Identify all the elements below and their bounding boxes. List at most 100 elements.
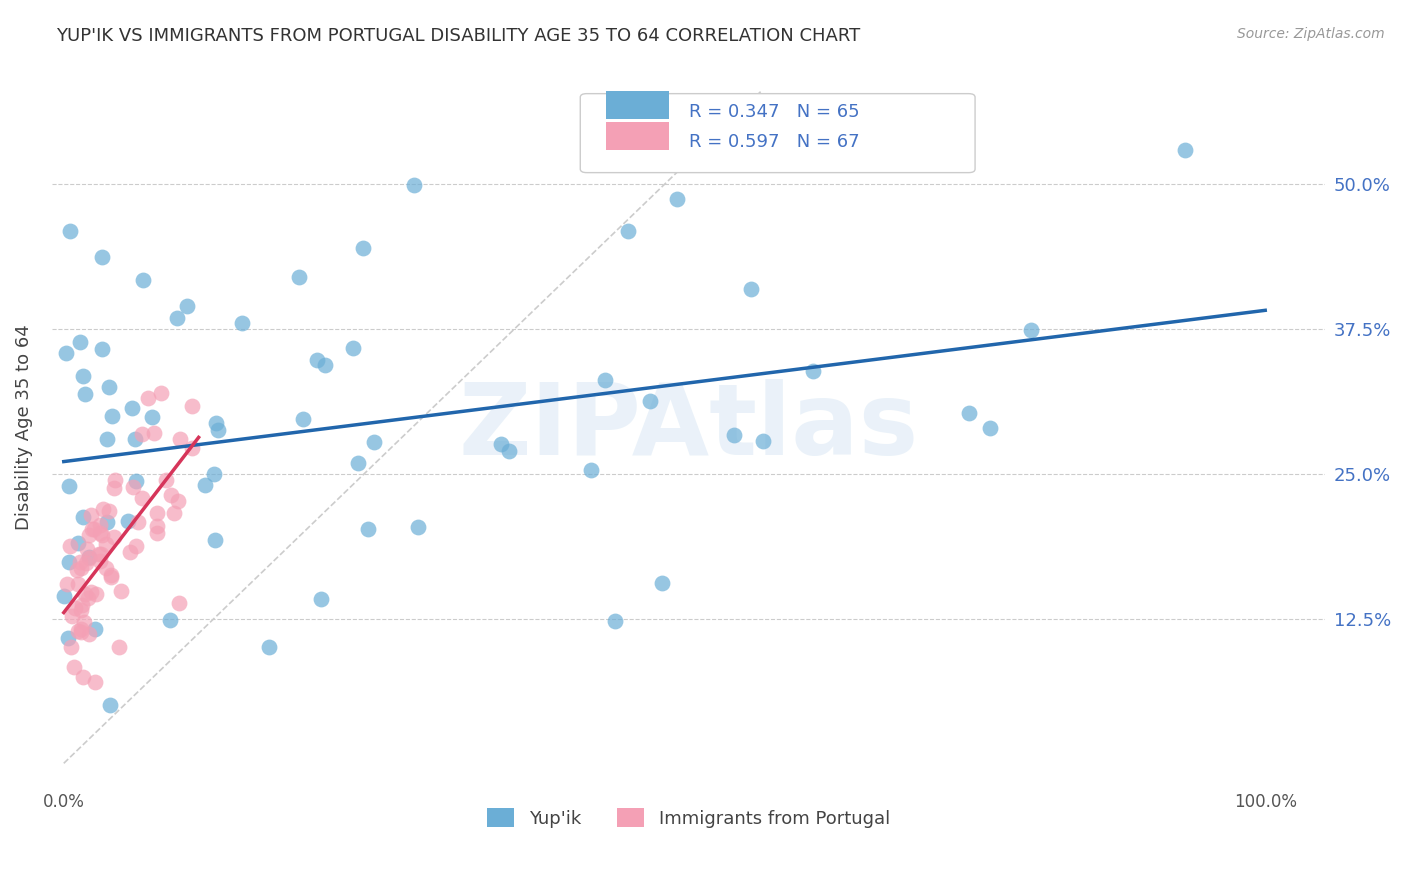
Immigrants from Portugal	[77, 550, 100, 565]
Yup'ik	[979, 421, 1001, 435]
Immigrants from Portugal	[167, 494, 190, 508]
Yup'ik	[194, 477, 217, 491]
Immigrants from Portugal	[108, 640, 131, 654]
Yup'ik	[72, 509, 94, 524]
Yup'ik	[59, 224, 82, 238]
Immigrants from Portugal	[146, 507, 169, 521]
Immigrants from Portugal	[142, 426, 165, 441]
Yup'ik	[69, 334, 91, 349]
Yup'ik	[801, 364, 824, 378]
Yup'ik	[121, 401, 143, 416]
Immigrants from Portugal	[150, 385, 173, 400]
Immigrants from Portugal	[83, 675, 105, 690]
Immigrants from Portugal	[146, 525, 169, 540]
Yup'ik	[84, 622, 107, 636]
Immigrants from Portugal	[83, 522, 105, 536]
Yup'ik	[498, 444, 520, 458]
Yup'ik	[117, 514, 139, 528]
Immigrants from Portugal	[136, 391, 159, 405]
Immigrants from Portugal	[69, 555, 91, 569]
Immigrants from Portugal	[59, 539, 82, 553]
Immigrants from Portugal	[89, 518, 111, 533]
Bar	[606, 122, 669, 150]
Immigrants from Portugal	[65, 600, 87, 615]
Yup'ik	[96, 432, 118, 446]
Immigrants from Portugal	[55, 577, 77, 591]
Yup'ik	[404, 178, 426, 193]
Yup'ik	[159, 613, 181, 627]
FancyBboxPatch shape	[581, 94, 976, 173]
Yup'ik	[957, 406, 980, 420]
Immigrants from Portugal	[80, 508, 103, 523]
Text: R = 0.597   N = 67: R = 0.597 N = 67	[689, 133, 859, 151]
Yup'ik	[593, 373, 616, 387]
Immigrants from Portugal	[160, 488, 183, 502]
Immigrants from Portugal	[169, 432, 191, 446]
Immigrants from Portugal	[127, 516, 149, 530]
Immigrants from Portugal	[181, 441, 204, 455]
Immigrants from Portugal	[103, 530, 125, 544]
Y-axis label: Disability Age 35 to 64: Disability Age 35 to 64	[15, 325, 32, 531]
Yup'ik	[55, 346, 77, 360]
Immigrants from Portugal	[100, 568, 122, 582]
Yup'ik	[77, 550, 100, 565]
Immigrants from Portugal	[67, 624, 90, 638]
Yup'ik	[73, 387, 96, 401]
Yup'ik	[666, 192, 689, 206]
Immigrants from Portugal	[80, 584, 103, 599]
Yup'ik	[90, 342, 112, 356]
Yup'ik	[723, 428, 745, 442]
Yup'ik	[292, 412, 315, 426]
Yup'ik	[72, 368, 94, 383]
Yup'ik	[52, 589, 75, 603]
Yup'ik	[605, 615, 627, 629]
Immigrants from Portugal	[89, 525, 111, 540]
Immigrants from Portugal	[131, 427, 153, 442]
Immigrants from Portugal	[91, 502, 114, 516]
Immigrants from Portugal	[66, 577, 89, 591]
Immigrants from Portugal	[145, 519, 167, 533]
Immigrants from Portugal	[97, 504, 120, 518]
Yup'ik	[58, 632, 80, 646]
Yup'ik	[141, 409, 163, 424]
Yup'ik	[202, 467, 225, 481]
Immigrants from Portugal	[60, 608, 83, 623]
Immigrants from Portugal	[90, 547, 112, 561]
Yup'ik	[98, 698, 121, 713]
Immigrants from Portugal	[69, 603, 91, 617]
Yup'ik	[288, 270, 311, 285]
Immigrants from Portugal	[76, 541, 98, 556]
Yup'ik	[257, 640, 280, 654]
Legend: Yup'ik, Immigrants from Portugal: Yup'ik, Immigrants from Portugal	[479, 801, 897, 835]
Yup'ik	[98, 380, 121, 394]
Immigrants from Portugal	[100, 570, 122, 584]
Yup'ik	[406, 519, 429, 533]
Immigrants from Portugal	[59, 640, 82, 654]
Immigrants from Portugal	[69, 622, 91, 636]
Yup'ik	[314, 358, 336, 372]
Immigrants from Portugal	[125, 539, 148, 553]
Yup'ik	[96, 515, 118, 529]
Immigrants from Portugal	[155, 474, 177, 488]
Yup'ik	[1174, 143, 1197, 157]
Yup'ik	[125, 475, 148, 489]
Yup'ik	[1019, 323, 1042, 337]
Yup'ik	[740, 282, 762, 296]
Immigrants from Portugal	[89, 554, 111, 568]
Immigrants from Portugal	[72, 598, 94, 612]
Immigrants from Portugal	[163, 506, 186, 520]
Immigrants from Portugal	[77, 527, 100, 541]
Yup'ik	[617, 224, 640, 238]
Yup'ik	[66, 535, 89, 549]
Yup'ik	[124, 432, 146, 446]
Yup'ik	[58, 479, 80, 493]
Immigrants from Portugal	[69, 561, 91, 575]
Yup'ik	[58, 555, 80, 569]
Immigrants from Portugal	[69, 625, 91, 640]
Immigrants from Portugal	[87, 547, 110, 561]
Yup'ik	[176, 300, 198, 314]
Immigrants from Portugal	[91, 528, 114, 542]
Immigrants from Portugal	[75, 556, 97, 570]
Yup'ik	[231, 316, 253, 330]
Immigrants from Portugal	[77, 591, 100, 606]
